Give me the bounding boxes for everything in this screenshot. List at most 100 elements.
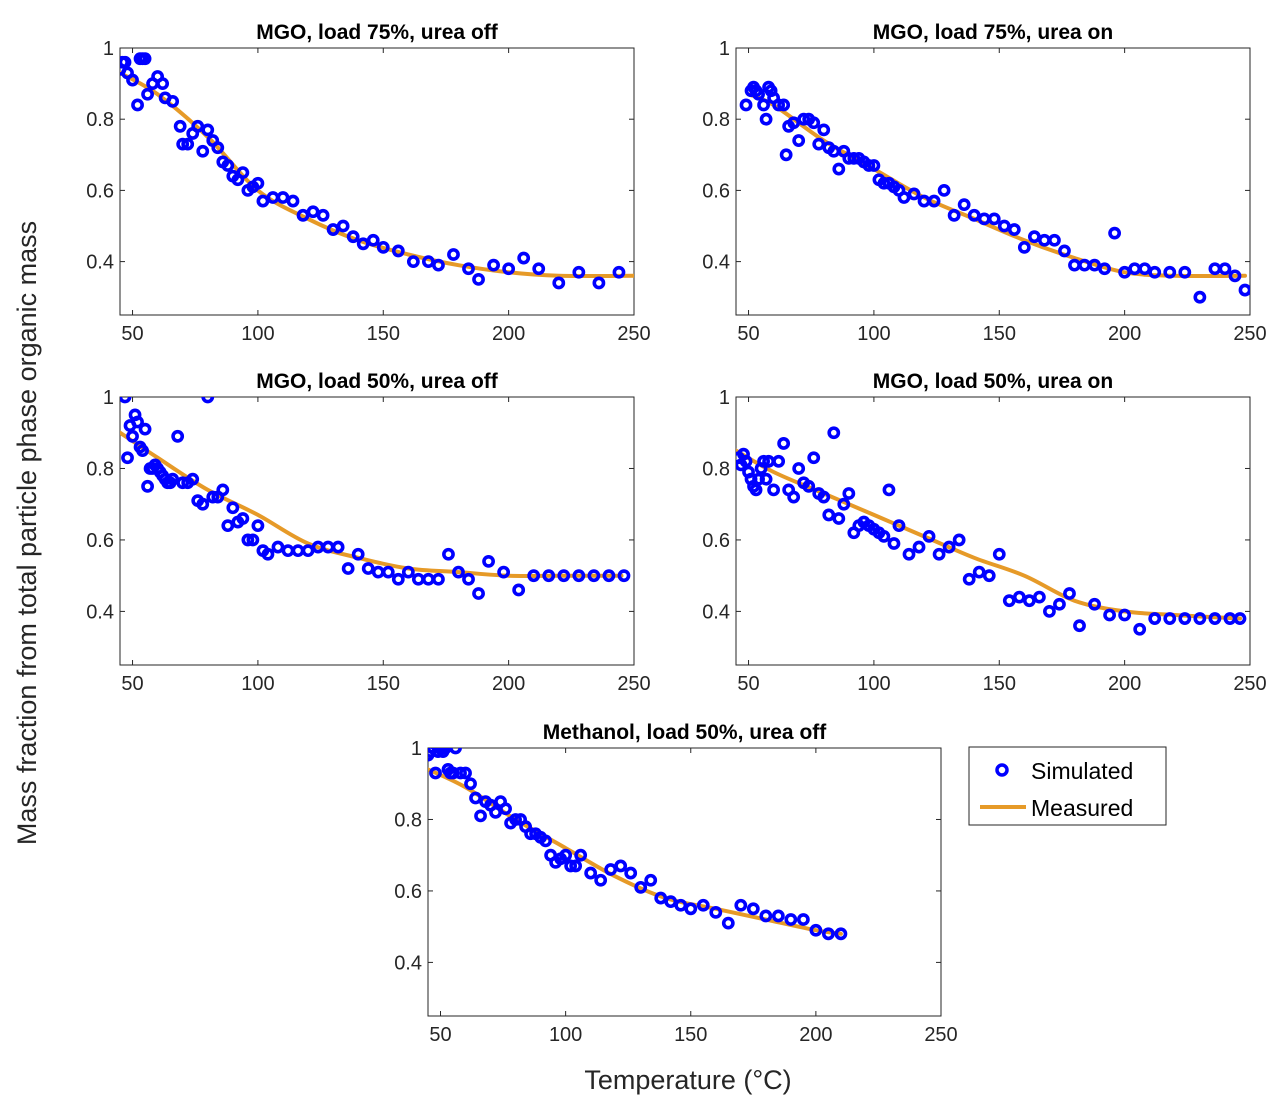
simulated-point xyxy=(777,437,791,450)
simulated-point xyxy=(847,151,861,165)
simulated-point xyxy=(296,208,310,222)
simulated-point xyxy=(1068,258,1081,272)
simulated-point xyxy=(469,791,482,805)
simulated-point xyxy=(266,191,280,204)
measured-line xyxy=(428,767,843,936)
simulated-point xyxy=(326,223,340,236)
simulated-point xyxy=(987,212,1001,226)
axes-box xyxy=(735,396,1251,666)
simulated-point xyxy=(120,397,132,404)
legend-simulated-label: Simulated xyxy=(1031,758,1133,784)
simulated-point xyxy=(772,98,786,112)
simulated-point xyxy=(1038,233,1051,247)
simulated-point xyxy=(784,913,798,926)
simulated-point xyxy=(634,880,648,894)
y-tick-label: 0.8 xyxy=(394,809,422,831)
simulated-point xyxy=(812,137,826,151)
simulated-point xyxy=(557,569,571,583)
chart-title: MGO, load 75%, urea on xyxy=(873,21,1113,44)
simulated-point xyxy=(902,547,916,561)
simulated-point xyxy=(809,923,823,937)
simulated-point xyxy=(381,565,395,579)
chart-panel-1: MGO, load 75%, urea off 50 100 150 200 250 0.4… xyxy=(86,21,651,345)
simulated-point xyxy=(196,144,210,158)
simulated-point xyxy=(156,77,170,90)
simulated-point xyxy=(759,112,773,126)
simulated-point xyxy=(624,866,638,880)
simulated-point xyxy=(1073,619,1086,633)
simulated-point xyxy=(604,863,618,876)
simulated-point xyxy=(301,544,315,558)
y-tick-label: 0.4 xyxy=(394,952,422,974)
simulated-point xyxy=(912,540,926,554)
simulated-point xyxy=(421,255,435,268)
simulated-point xyxy=(206,490,220,504)
simulated-point xyxy=(421,572,435,586)
simulated-point xyxy=(1012,590,1026,604)
simulated-point xyxy=(734,898,748,912)
simulated-point xyxy=(276,191,290,204)
simulated-point xyxy=(709,905,723,919)
y-tick-label: 0.6 xyxy=(394,881,422,903)
simulated-point xyxy=(614,859,628,873)
simulated-point xyxy=(141,479,154,493)
simulated-point xyxy=(497,565,511,579)
simulated-point xyxy=(432,572,445,586)
simulated-point xyxy=(572,265,586,279)
simulated-point xyxy=(932,547,946,561)
x-axis-label: Temperature (°C) xyxy=(584,1065,791,1095)
simulated-point xyxy=(509,813,522,826)
simulated-point xyxy=(316,208,330,222)
simulated-point xyxy=(746,902,760,916)
simulated-point xyxy=(877,176,891,190)
simulated-point xyxy=(126,429,139,443)
simulated-point xyxy=(201,123,215,137)
simulated-point xyxy=(594,873,608,887)
simulated-point xyxy=(807,116,821,130)
simulated-point xyxy=(957,198,971,212)
y-tick-label: 0.6 xyxy=(86,530,114,552)
simulated-point xyxy=(617,569,631,583)
simulated-point xyxy=(832,512,846,525)
x-tick-label: 50 xyxy=(121,323,143,345)
simulated-point xyxy=(191,119,205,133)
plot-area xyxy=(428,748,848,941)
simulated-point xyxy=(684,902,698,916)
simulated-point xyxy=(654,891,668,905)
y-tick-label: 0.4 xyxy=(86,601,114,623)
x-tick-label: 200 xyxy=(799,1024,832,1046)
chart-title: MGO, load 50%, urea off xyxy=(256,370,499,393)
simulated-point xyxy=(837,497,851,511)
simulated-point xyxy=(126,73,139,87)
simulated-point xyxy=(166,472,180,486)
x-tick-label: 200 xyxy=(492,673,525,695)
simulated-point xyxy=(462,262,475,276)
simulated-point xyxy=(927,194,941,208)
simulated-point xyxy=(777,98,791,112)
simulated-point xyxy=(1063,587,1076,600)
simulated-point xyxy=(221,519,235,533)
x-tick-label: 150 xyxy=(674,1024,707,1046)
y-tick-label: 1 xyxy=(103,38,114,60)
simulated-point xyxy=(574,848,588,862)
plot-area xyxy=(120,397,631,600)
simulated-point xyxy=(797,112,811,126)
simulated-point xyxy=(138,52,152,66)
simulated-point xyxy=(922,529,936,543)
y-tick-label: 0.4 xyxy=(702,601,730,623)
simulated-point xyxy=(472,587,485,600)
simulated-point xyxy=(432,258,445,272)
y-tick-label: 0.4 xyxy=(86,252,114,274)
axes-box xyxy=(119,396,635,666)
simulated-point xyxy=(512,583,526,597)
simulated-point xyxy=(1233,612,1247,625)
simulated-point xyxy=(882,483,896,497)
simulated-point xyxy=(917,194,931,208)
simulated-point xyxy=(487,258,500,272)
simulated-point xyxy=(1048,233,1061,247)
simulated-point xyxy=(842,487,856,500)
chart-title: Methanol, load 50%, urea off xyxy=(543,721,828,744)
axes-box xyxy=(119,47,635,316)
